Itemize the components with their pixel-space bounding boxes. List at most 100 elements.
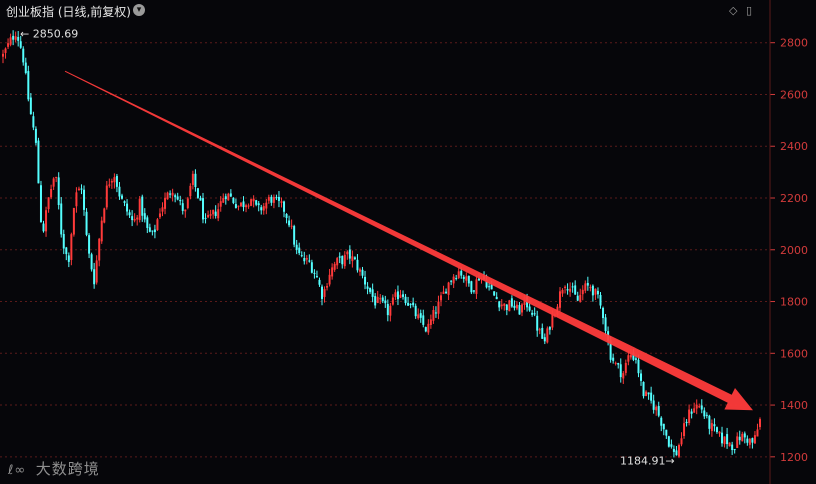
candle-body [434, 312, 437, 314]
candle-body [700, 405, 703, 410]
candle-body [366, 286, 369, 289]
watermark: ℓ∞ 大数跨境 [8, 458, 100, 479]
y-tick-label: 2400 [780, 140, 808, 153]
candle-body [222, 198, 225, 203]
candle-body [521, 304, 524, 313]
diamond-icon[interactable]: ◇ [729, 4, 738, 17]
candle-body [270, 196, 273, 203]
candle-body [100, 220, 103, 242]
candle-body [439, 295, 442, 301]
candle-body [115, 175, 118, 187]
candle-body [181, 203, 184, 211]
candle-body [376, 296, 379, 304]
candle-body [204, 217, 207, 219]
y-tick-label: 1600 [780, 347, 808, 360]
candle-body [184, 209, 187, 212]
candle-body [429, 319, 432, 326]
candle-body [670, 444, 673, 447]
candle-body [581, 289, 584, 295]
candle-body [14, 36, 17, 40]
candle-body [353, 257, 356, 260]
candle-body [209, 214, 212, 216]
candle-body [721, 432, 724, 444]
candle-body [617, 362, 620, 365]
candle-body [652, 400, 655, 410]
candle-body [736, 436, 739, 448]
candle-body [229, 193, 232, 197]
candle-body [695, 404, 698, 409]
candle-body [22, 48, 25, 63]
candle-body [27, 71, 30, 100]
candle-body [614, 362, 617, 364]
candle-body [39, 185, 42, 223]
candle-body [579, 294, 582, 302]
candle-body [202, 198, 205, 220]
candle-body [629, 354, 632, 358]
candle-body [558, 291, 561, 308]
candle-body [321, 286, 324, 299]
candle-body [746, 438, 749, 443]
candle-body [688, 409, 691, 424]
candle-body [255, 200, 258, 205]
candle-body [683, 423, 686, 437]
candle-body [705, 414, 708, 416]
candle-body [24, 62, 27, 73]
candle-body [503, 303, 506, 306]
candle-body [277, 196, 280, 201]
candle-body [399, 294, 402, 298]
candle-body [265, 202, 268, 209]
candle-body [402, 294, 405, 297]
candle-body [753, 435, 756, 444]
layout-toggle-icon[interactable]: ▯ [746, 4, 753, 17]
candle-body [672, 448, 675, 452]
candle-body [331, 267, 334, 277]
candle-body [465, 276, 468, 281]
candle-body [533, 313, 536, 315]
candle-body [655, 406, 658, 411]
candle-body [85, 211, 88, 235]
candle-body [698, 406, 701, 408]
candle-body [591, 285, 594, 296]
candle-body [528, 306, 531, 311]
candle-body [191, 173, 194, 185]
candle-body [432, 310, 435, 321]
candle-body [604, 317, 607, 332]
candle-body [346, 251, 349, 255]
candle-body [741, 433, 744, 442]
candle-body [665, 429, 668, 436]
candle-body [680, 438, 683, 445]
candle-body [447, 282, 450, 295]
candle-body [485, 280, 488, 288]
candle-body [759, 419, 761, 428]
candle-body [374, 296, 377, 306]
candle-body [143, 213, 146, 220]
candle-body [624, 362, 627, 373]
candle-body [574, 285, 577, 295]
chart-header: 创业板指 (日线,前复权) ▾ ◇ ▯ [0, 0, 770, 22]
candle-body [295, 244, 298, 250]
candle-body [232, 197, 235, 203]
candle-body [328, 274, 331, 285]
y-tick-label: 2600 [780, 88, 808, 101]
candle-body [564, 286, 567, 288]
candle-body [212, 209, 215, 215]
candle-body [47, 197, 50, 210]
candle-body [457, 271, 460, 278]
candle-body [450, 280, 453, 282]
candle-body [756, 429, 759, 437]
chevron-down-icon[interactable]: ▾ [133, 4, 145, 16]
candle-body [2, 53, 4, 57]
candle-body [214, 211, 217, 216]
candle-body [305, 258, 308, 260]
candle-body [105, 185, 108, 208]
candle-body [186, 198, 189, 209]
candle-body [247, 205, 250, 207]
candle-body [29, 97, 32, 115]
candle-body [315, 276, 318, 278]
candle-body [460, 270, 463, 276]
candle-body [677, 444, 680, 457]
candle-body [391, 297, 394, 305]
candle-body [477, 278, 480, 281]
candle-body [733, 449, 736, 451]
